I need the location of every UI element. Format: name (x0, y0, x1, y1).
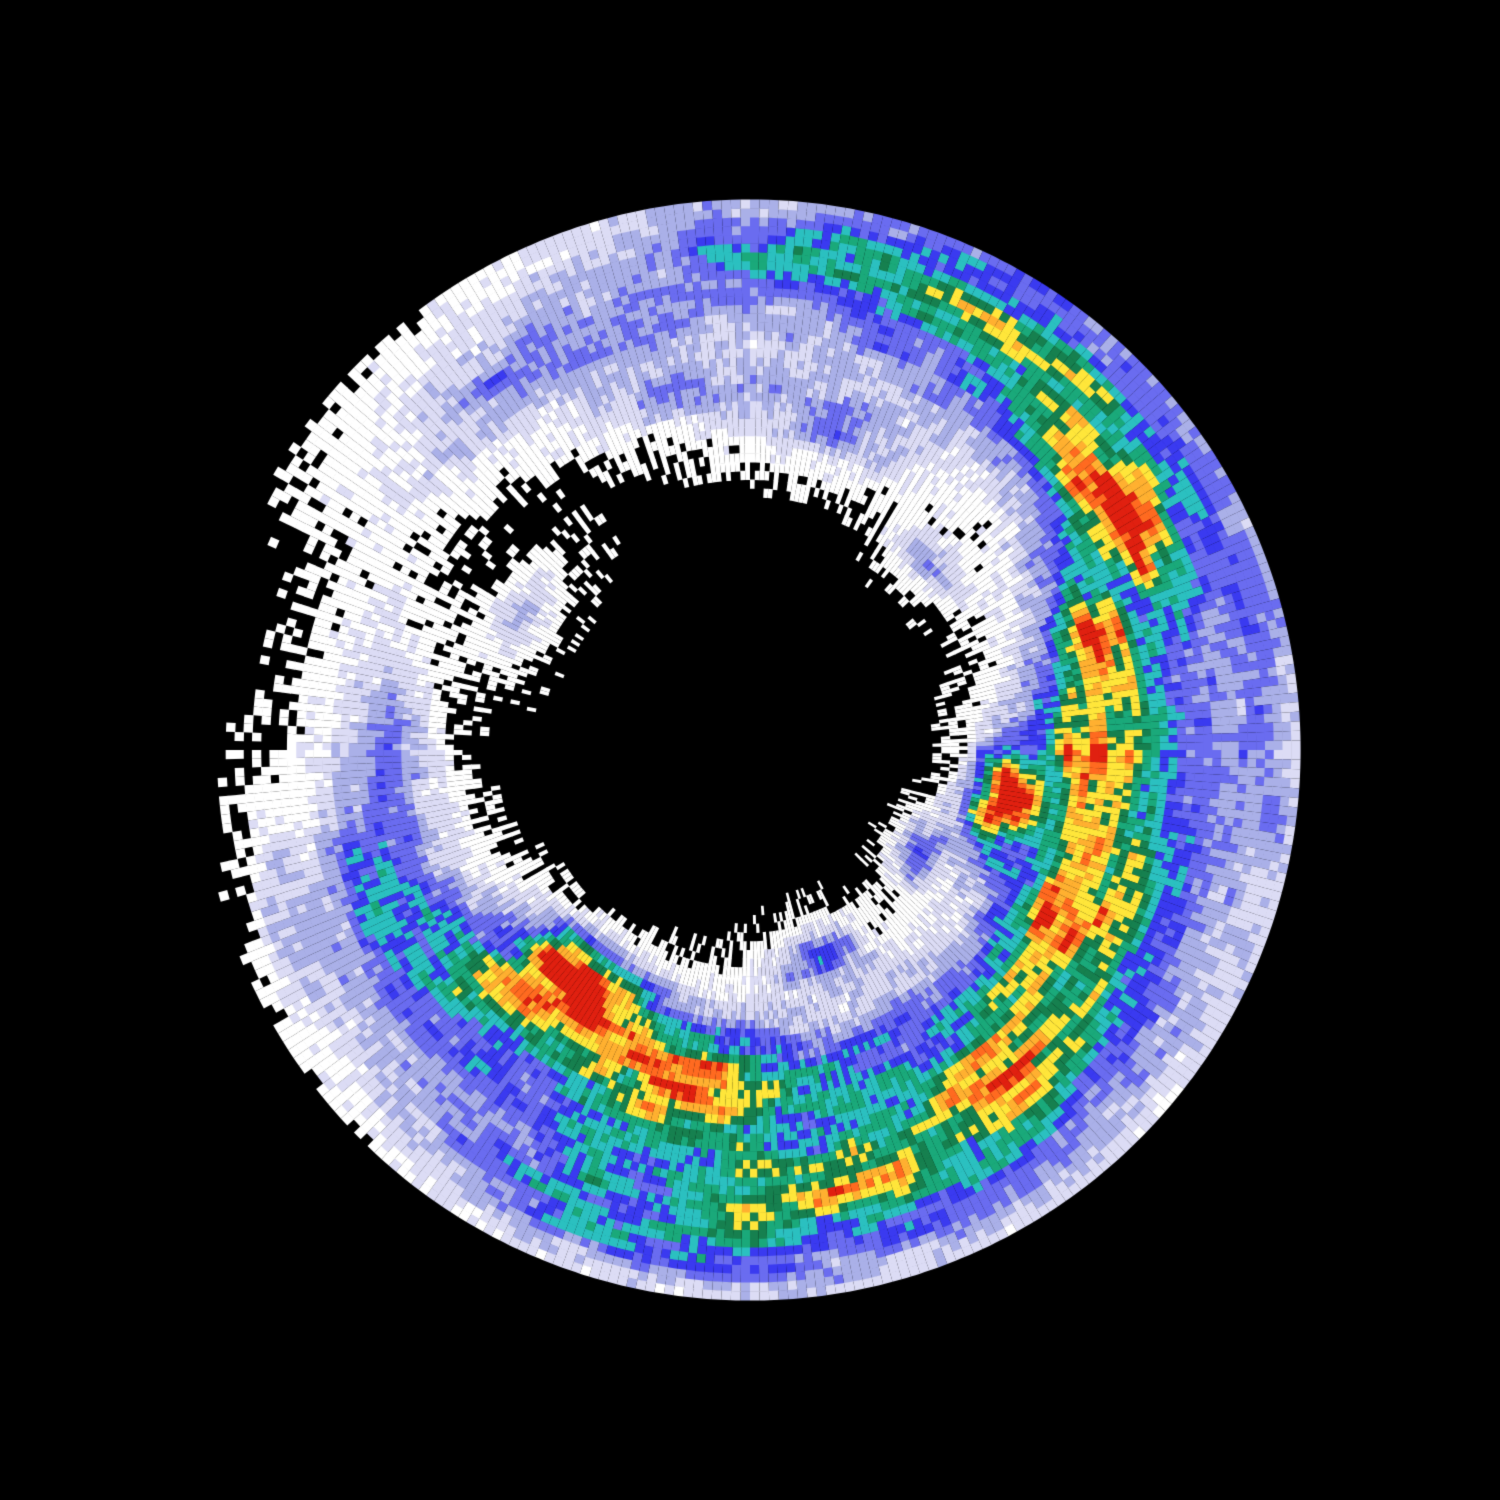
radar-sweep-display (0, 0, 1500, 1500)
